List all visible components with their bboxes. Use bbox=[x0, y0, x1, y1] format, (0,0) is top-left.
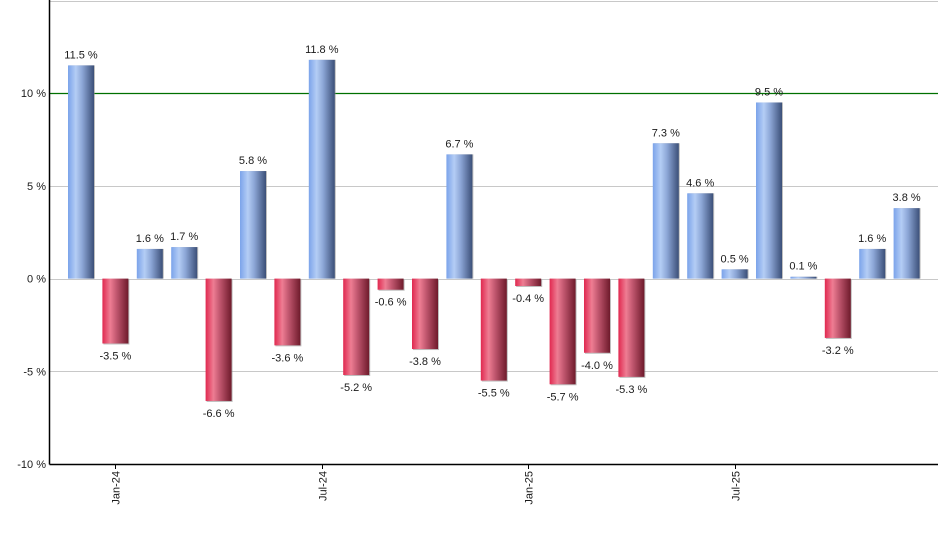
bar bbox=[68, 65, 95, 279]
bar-value-label: -6.6 % bbox=[203, 408, 235, 420]
bar-positive bbox=[790, 276, 817, 279]
bar-value-label: -3.8 % bbox=[409, 356, 441, 368]
bar-positive bbox=[308, 59, 335, 279]
bar-positive bbox=[240, 171, 266, 279]
x-tick-label: Jul-25 bbox=[731, 471, 743, 501]
axes bbox=[48, 0, 938, 466]
bar-value-label: -4.0 % bbox=[581, 360, 613, 372]
bar-positive bbox=[756, 102, 782, 279]
bar-negative bbox=[102, 278, 129, 344]
bar bbox=[205, 278, 233, 402]
bar-value-label: 7.3 % bbox=[652, 127, 680, 139]
bar-value-label: 3.8 % bbox=[893, 192, 921, 204]
bar-value-label: 11.8 % bbox=[305, 44, 339, 56]
bar-value-label: -0.6 % bbox=[375, 297, 407, 309]
bar-value-label: -3.6 % bbox=[272, 352, 304, 364]
y-tick-label: -5 % bbox=[23, 366, 46, 378]
bar bbox=[240, 171, 267, 279]
bar bbox=[584, 278, 611, 354]
bar-positive bbox=[859, 248, 886, 279]
bar-negative bbox=[343, 278, 370, 376]
bar bbox=[687, 193, 715, 279]
bar-negative bbox=[824, 278, 851, 338]
bar bbox=[652, 143, 680, 279]
bar bbox=[549, 278, 577, 386]
y-axis-tick-labels: 10 % 5 % 0 % -5 % -10 % bbox=[17, 88, 46, 471]
bar bbox=[171, 247, 199, 279]
bar bbox=[480, 278, 508, 382]
bar bbox=[446, 154, 474, 279]
bar-value-label: 9.5 % bbox=[755, 86, 783, 98]
bar-value-label: -5.7 % bbox=[547, 391, 579, 403]
bar-value-label: 5.8 % bbox=[239, 155, 267, 167]
bar-positive bbox=[687, 193, 714, 279]
bar-value-label: -5.3 % bbox=[616, 384, 648, 396]
bar-positive bbox=[68, 65, 94, 279]
bar-value-label: 4.6 % bbox=[686, 177, 714, 189]
bar bbox=[618, 278, 646, 378]
bar-positive bbox=[171, 247, 198, 279]
bar-negative bbox=[274, 278, 301, 346]
bar-positive bbox=[446, 154, 473, 279]
bar bbox=[790, 276, 818, 279]
bar-value-label: -5.5 % bbox=[478, 388, 510, 400]
bar-value-label: -5.2 % bbox=[340, 382, 372, 394]
bar bbox=[412, 278, 439, 351]
bar-negative bbox=[377, 278, 404, 290]
bar-value-label: 0.1 % bbox=[789, 261, 817, 273]
bar-value-label: -0.4 % bbox=[512, 293, 544, 305]
bar-negative bbox=[515, 278, 542, 287]
bar-value-label: 11.5 % bbox=[64, 49, 98, 61]
y-tick-label: 0 % bbox=[27, 274, 46, 286]
bar-positive bbox=[893, 208, 920, 279]
bar bbox=[343, 278, 371, 377]
x-axis-tick-labels: Jan-24 Jul-24 Jan-25 Jul-25 bbox=[111, 464, 743, 505]
bar-positive bbox=[652, 143, 679, 279]
bar-value-label: 1.7 % bbox=[170, 231, 198, 243]
value-labels: 11.5 % -3.5 % 1.6 % 1.7 % -6.6 % 5.8 % -3.6 % 1… bbox=[64, 44, 921, 420]
bar-negative bbox=[618, 278, 645, 377]
bar-positive bbox=[721, 269, 748, 279]
bar-negative bbox=[412, 278, 438, 350]
bar bbox=[136, 248, 164, 279]
bar bbox=[102, 278, 130, 345]
y-tick-label: 5 % bbox=[27, 181, 46, 193]
bar-value-label: 0.5 % bbox=[721, 253, 749, 265]
bar bbox=[824, 278, 852, 339]
bar-value-label: 1.6 % bbox=[858, 233, 886, 245]
bar-negative bbox=[205, 278, 232, 401]
bar bbox=[515, 278, 543, 288]
bar bbox=[377, 278, 405, 291]
bar bbox=[859, 248, 887, 279]
bar-value-label: -3.2 % bbox=[822, 345, 854, 357]
x-tick-label: Jan-25 bbox=[524, 471, 536, 505]
bar bbox=[756, 102, 783, 279]
x-tick-label: Jan-24 bbox=[111, 471, 123, 505]
bar-value-label: -3.5 % bbox=[100, 350, 132, 362]
bar-value-label: 1.6 % bbox=[136, 233, 164, 245]
bar bbox=[274, 278, 302, 347]
bar bbox=[893, 208, 921, 279]
x-tick-label: Jul-24 bbox=[318, 471, 330, 501]
y-tick-label: 10 % bbox=[21, 88, 46, 100]
bar-value-label: 6.7 % bbox=[445, 138, 473, 150]
bar-negative bbox=[584, 278, 610, 353]
y-tick-label: -10 % bbox=[17, 459, 46, 471]
bars bbox=[68, 59, 921, 402]
bar-negative bbox=[549, 278, 576, 385]
bar bbox=[721, 269, 749, 279]
bar-positive bbox=[136, 248, 163, 279]
bar bbox=[308, 59, 336, 279]
bar-negative bbox=[480, 278, 507, 381]
